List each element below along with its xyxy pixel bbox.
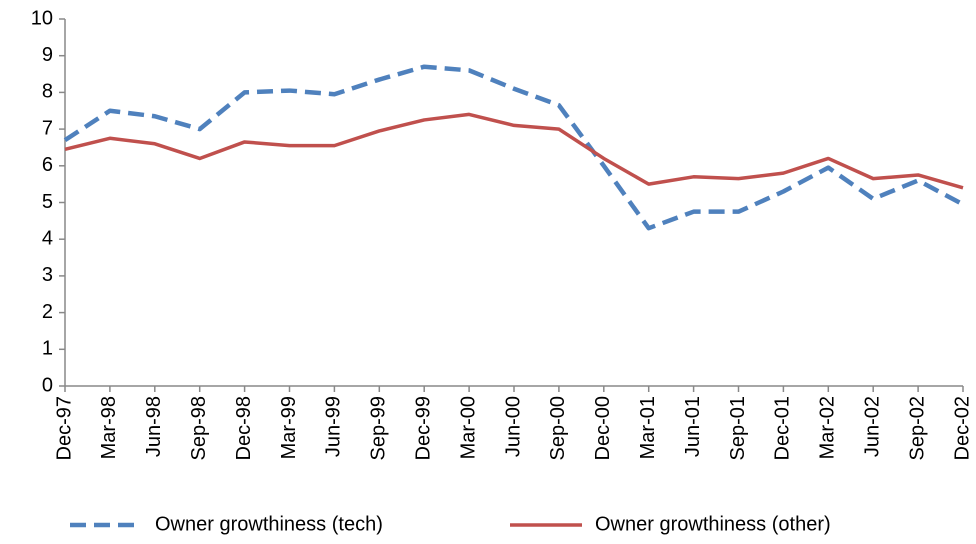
legend-label: Owner growthiness (tech) <box>155 513 383 535</box>
x-tick-label: Sep-00 <box>547 396 569 461</box>
x-tick-label: Jun-01 <box>682 396 704 457</box>
y-tick-label: 2 <box>42 301 53 323</box>
y-tick-label: 7 <box>42 117 53 139</box>
y-tick-label: 8 <box>42 81 53 103</box>
y-tick-label: 1 <box>42 338 53 360</box>
x-tick-label: Mar-01 <box>637 396 659 459</box>
y-tick-label: 4 <box>42 227 53 249</box>
x-tick-label: Mar-02 <box>817 396 839 459</box>
series-line <box>64 112 964 190</box>
x-tick-label: Dec-99 <box>412 396 434 460</box>
legend-label: Owner growthiness (other) <box>595 513 831 535</box>
x-tick-label: Dec-97 <box>53 396 75 460</box>
x-tick-label: Dec-01 <box>772 396 794 460</box>
x-tick-label: Jun-99 <box>323 396 345 457</box>
x-tick-label: Mar-98 <box>98 396 120 459</box>
x-tick-label: Jun-98 <box>143 396 165 457</box>
x-tick-label: Sep-98 <box>188 396 210 461</box>
x-tick-label: Sep-02 <box>906 396 928 461</box>
x-tick-label: Dec-02 <box>951 396 973 460</box>
x-tick-label: Dec-98 <box>233 396 255 460</box>
x-tick-label: Mar-99 <box>278 396 300 459</box>
x-tick-label: Dec-00 <box>592 396 614 460</box>
y-tick-label: 5 <box>42 191 53 213</box>
x-tick-label: Jun-02 <box>861 396 883 457</box>
series-line <box>63 64 965 231</box>
y-tick-label: 6 <box>42 154 53 176</box>
y-tick-label: 9 <box>42 44 53 66</box>
y-tick-label: 3 <box>42 264 53 286</box>
x-tick-label: Jun-00 <box>502 396 524 457</box>
x-tick-label: Sep-01 <box>727 396 749 461</box>
y-tick-label: 10 <box>31 7 53 29</box>
y-tick-label: 0 <box>42 374 53 396</box>
x-tick-label: Sep-99 <box>368 396 390 461</box>
x-tick-label: Mar-00 <box>457 396 479 459</box>
